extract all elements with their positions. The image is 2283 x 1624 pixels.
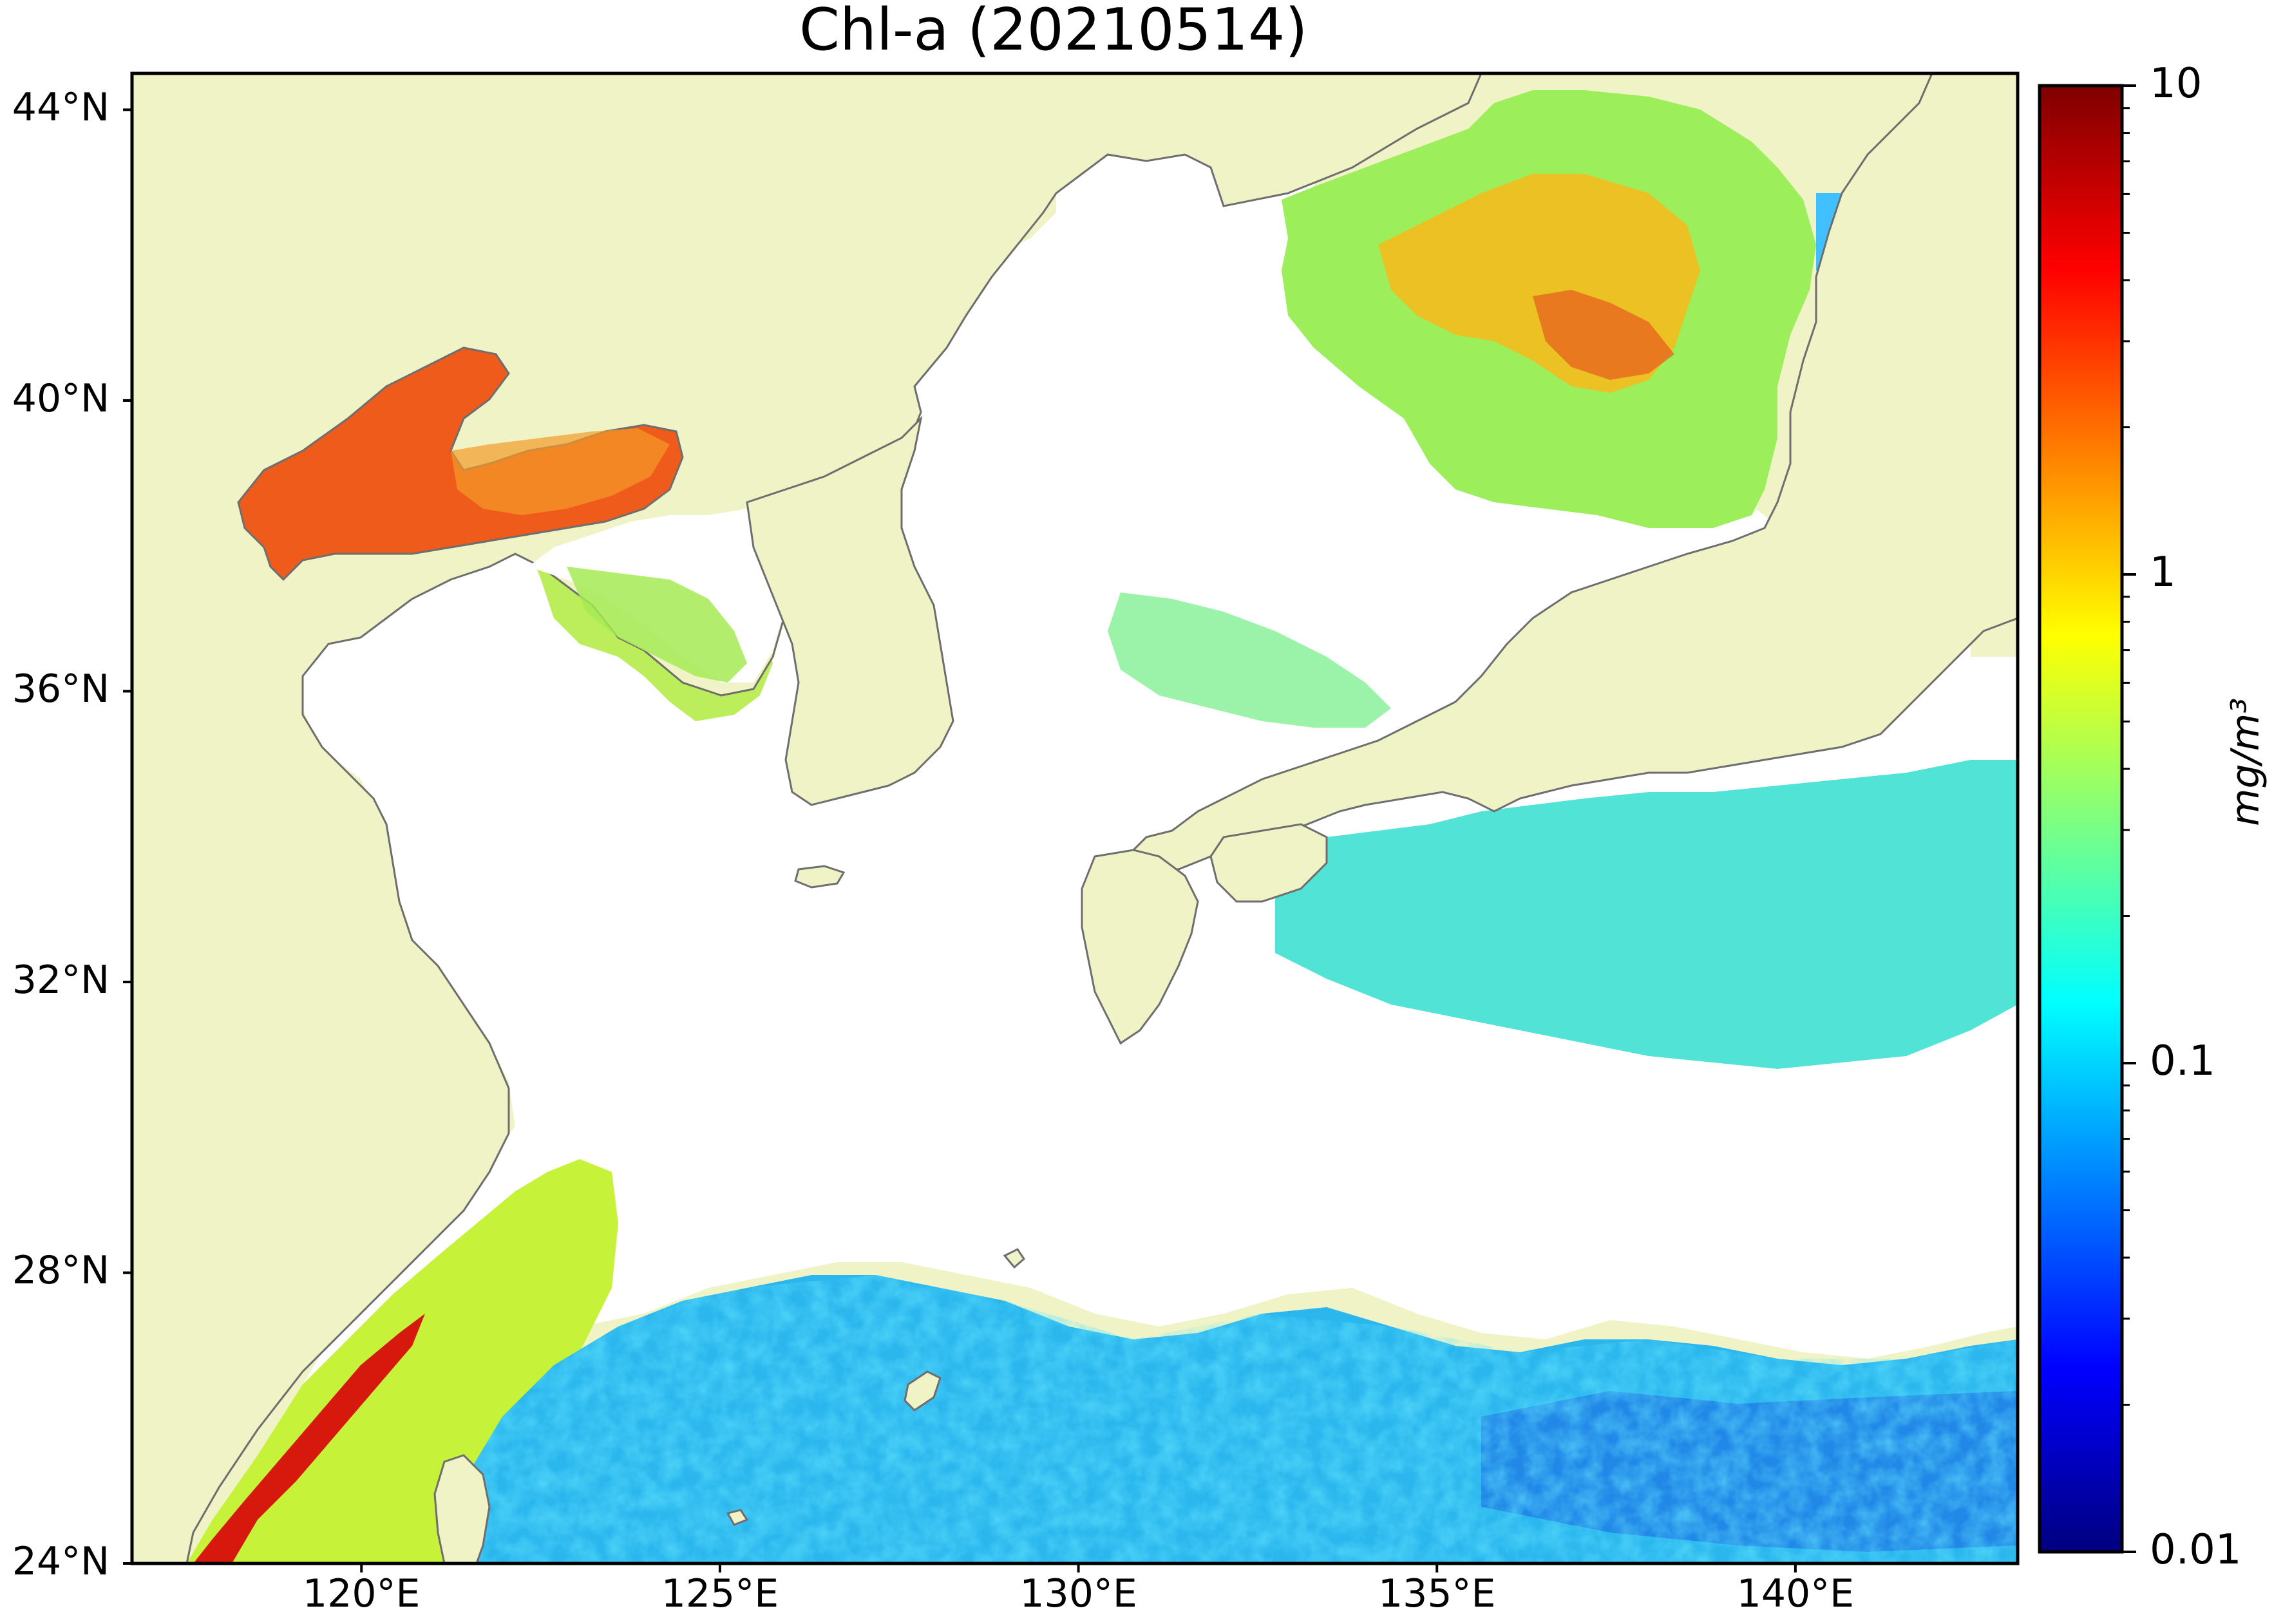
mainland-china-north — [132, 73, 1483, 1563]
colorbar-tick-label: 0.01 — [2150, 1526, 2242, 1574]
lat-tick-label: 32°N — [12, 957, 109, 1003]
colorbar — [2038, 84, 2136, 1554]
southern-ocean-texture — [451, 1275, 2018, 1563]
map-frame — [130, 71, 2020, 1565]
yellow-sea-green — [567, 567, 747, 683]
lat-tick-label: 44°N — [12, 85, 109, 131]
colorbar-ticks — [2122, 84, 2136, 1553]
lat-tick-label: 40°N — [12, 375, 109, 421]
taiwan — [433, 1454, 491, 1563]
lon-tick-label: 125°E — [661, 1571, 779, 1616]
mid-sea-patches — [1108, 592, 1391, 728]
land-masses — [132, 73, 2018, 1563]
lat-tick-label: 28°N — [12, 1248, 109, 1294]
colorbar-tick-label: 10 — [2150, 60, 2202, 108]
sea-of-japan-core — [1533, 290, 1674, 380]
colorbar-tick-label: 0.1 — [2150, 1037, 2215, 1085]
ryukyu-island-1 — [1003, 1248, 1025, 1269]
map-area — [132, 73, 2018, 1563]
jeju-island — [794, 865, 846, 889]
ryukyu-island-2 — [726, 1509, 749, 1526]
colorbar-title: mg/m³ — [2223, 697, 2268, 826]
bohai-water — [237, 346, 684, 581]
pacific-japan-patches — [1275, 760, 2018, 1069]
bohai-water-shade — [451, 428, 670, 515]
colorbar-frame — [2038, 84, 2124, 1554]
lon-tick-label: 130°E — [1019, 1571, 1137, 1616]
latitude-ticks — [123, 108, 132, 1565]
okinawa-island — [904, 1370, 942, 1412]
lat-tick-label: 24°N — [12, 1539, 109, 1584]
japan-honshu — [1132, 73, 2018, 871]
colorbar-gradient — [2040, 86, 2122, 1552]
lat-tick-label: 36°N — [12, 666, 109, 712]
colorbar-tick-label: 1 — [2150, 549, 2176, 596]
japan-shikoku — [1209, 823, 1328, 903]
lon-tick-label: 140°E — [1736, 1571, 1855, 1616]
zhejiang-coast-bloom — [193, 1314, 425, 1563]
lon-tick-label: 120°E — [303, 1571, 421, 1616]
korean-peninsula — [746, 415, 954, 806]
figure-title: Chl-a (20210514) — [799, 0, 1308, 64]
lon-tick-label: 135°E — [1378, 1571, 1496, 1616]
japan-kyushu — [1081, 849, 1199, 1045]
longitude-ticks — [360, 1563, 1797, 1572]
